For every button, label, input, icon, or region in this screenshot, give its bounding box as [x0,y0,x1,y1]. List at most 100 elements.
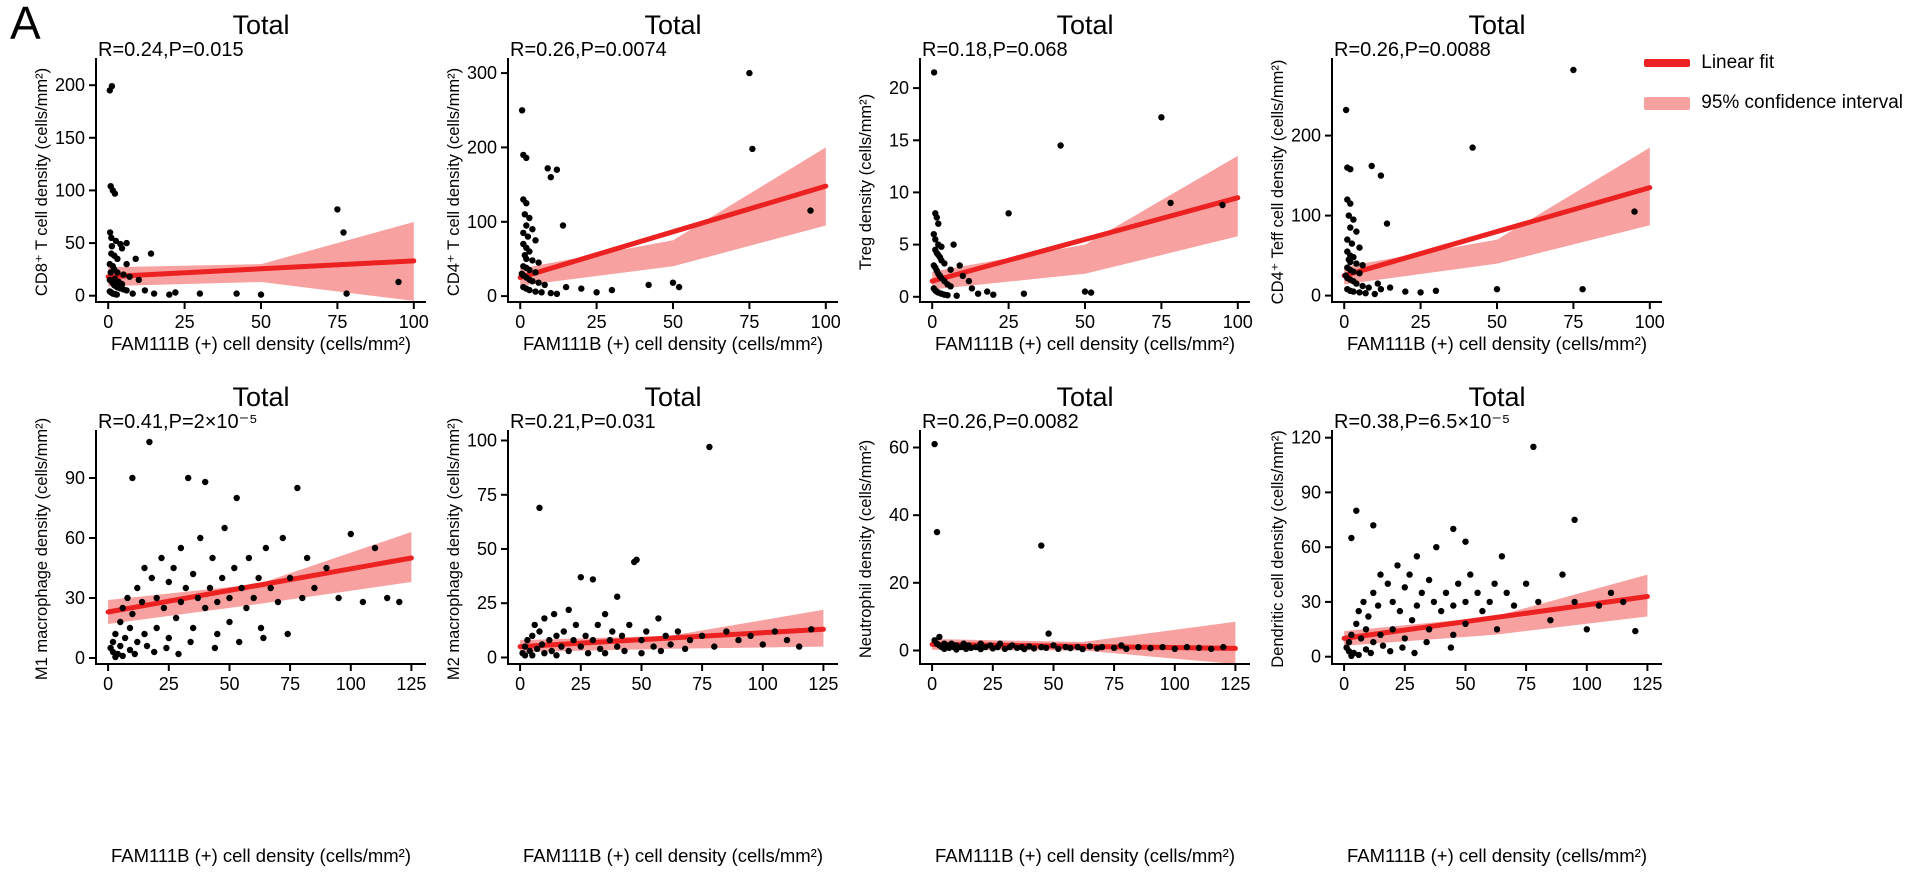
chart-neutrophil: 0 25 50 75 100 125 0 20 40 60 Total R=0.26,P=0.0082… [854,374,1258,874]
chart-row-2: 0 25 50 75 100 125 0 30 60 90 Total R=0.41,P=2×10⁻⁵… [30,374,1670,874]
x-tick-label: 50 [631,674,651,694]
x-tick-label: 125 [396,674,426,694]
x-tick-label: 25 [587,312,607,332]
chart-title: Total [1056,382,1113,412]
x-tick-label: 100 [1223,312,1253,332]
scatter-plot: 0 25 50 75 100 0 50 100 150 200 TotalR=0.24,P=0.01… [33,10,429,354]
y-axis-label: M2 macrophage density (cells/mm²) [445,418,463,680]
x-tick-label: 0 [515,312,525,332]
data-points [1342,66,1638,298]
chart-title: Total [232,10,289,40]
chart-m1-macrophage: 0 25 50 75 100 125 0 30 60 90 Total R=0.41,P=2×10⁻⁵… [30,374,434,874]
y-tick-label: 0 [75,286,85,306]
x-tick-label: 25 [175,312,195,332]
chart-cd8-t-cell: 0 25 50 75 100 0 50 100 150 200 Total R=0.24,P=0.01… [30,2,434,374]
x-tick-label: 75 [1151,312,1171,332]
y-tick-label: 100 [467,431,497,451]
y-tick-label: 75 [477,485,497,505]
y-tick-label: 0 [487,286,497,306]
y-tick-label: 30 [65,588,85,608]
x-tick-label: 25 [1395,674,1415,694]
y-tick-label: 25 [477,593,497,613]
chart-title: Total [1468,10,1525,40]
y-tick-label: 150 [55,128,85,148]
y-tick-label: 100 [467,212,497,232]
x-tick-label: 75 [1104,674,1124,694]
chart-title: Total [1056,10,1113,40]
chart-title: Total [232,382,289,412]
y-axis-label: CD8⁺ T cell density (cells/mm²) [33,68,51,296]
charts-grid: 0 25 50 75 100 0 50 100 150 200 Total R=0.24,P=0.01… [30,2,1670,874]
y-tick-label: 5 [899,235,909,255]
stats-annotation: R=0.26,P=0.0082 [922,411,1079,433]
x-tick-label: 100 [399,312,429,332]
x-tick-label: 0 [927,674,937,694]
y-tick-label: 0 [899,641,909,661]
y-tick-label: 200 [1291,126,1321,146]
y-tick-label: 10 [889,182,909,202]
x-tick-label: 100 [1572,674,1602,694]
x-axis-label: FAM111B (+) cell density (cells/mm²) [111,333,411,354]
x-tick-label: 0 [515,674,525,694]
x-tick-label: 0 [927,312,937,332]
y-tick-label: 200 [55,75,85,95]
x-axis-label: FAM111B (+) cell density (cells/mm²) [935,333,1235,354]
x-tick-label: 125 [1632,674,1662,694]
chart-cd4-teff: 0 25 50 75 100 0 100 200 Total R=0.26,P=0.0088 FAM… [1266,2,1670,374]
x-tick-label: 25 [159,674,179,694]
data-points [931,440,1227,653]
y-axis-label: Treg density (cells/mm²) [857,94,875,270]
x-tick-label: 50 [663,312,683,332]
fit-line [105,258,417,280]
x-tick-label: 100 [1635,312,1665,332]
x-tick-label: 0 [103,312,113,332]
x-tick-label: 75 [1563,312,1583,332]
confidence-band [1344,147,1650,285]
fit-line [105,555,414,615]
stats-annotation: R=0.38,P=6.5×10⁻⁵ [1334,411,1510,433]
data-points [519,443,815,659]
confidence-band [932,621,1236,664]
x-tick-label: 75 [327,312,347,332]
fit-line [517,183,829,280]
x-tick-label: 50 [1455,674,1475,694]
x-tick-label: 0 [1339,674,1349,694]
scatter-plot: 0 25 50 75 100 125 0 20 40 60 TotalR=0.26,P=0.0082… [857,382,1250,866]
y-axis-label: CD4⁺ Teff cell density (cells/mm²) [1269,60,1287,305]
legend: Linear fit 95% confidence interval [1644,52,1903,114]
scatter-plot: 0 25 50 75 100 125 0 30 60 90 TotalR=0.41,P=2×10⁻⁵… [33,382,426,866]
y-axis-label: Dendritic cell density (cells/mm²) [1269,430,1287,667]
confidence-band [108,222,414,301]
chart-m2-macrophage: 0 25 50 75 100 125 0 25 50 75 100 Total R=0.21,P=0.0… [442,374,846,874]
x-tick-label: 50 [1487,312,1507,332]
panel-label: A [10,0,41,49]
x-tick-label: 50 [219,674,239,694]
x-tick-label: 25 [571,674,591,694]
x-tick-label: 50 [1075,312,1095,332]
scatter-plot: 0 25 50 75 100 125 0 25 50 75 100 TotalR=0.21,P=0.0… [445,382,838,866]
x-tick-label: 75 [692,674,712,694]
data-points [930,69,1226,299]
x-tick-label: 0 [1339,312,1349,332]
chart-title: Total [1468,382,1525,412]
x-tick-label: 25 [999,312,1019,332]
x-tick-label: 125 [1220,674,1250,694]
x-tick-label: 75 [739,312,759,332]
x-axis-label: FAM111B (+) cell density (cells/mm²) [1347,333,1647,354]
stats-annotation: R=0.21,P=0.031 [510,411,656,433]
x-axis-label: FAM111B (+) cell density (cells/mm²) [935,845,1235,866]
y-tick-label: 50 [477,539,497,559]
x-tick-label: 75 [1516,674,1536,694]
y-tick-label: 30 [1301,592,1321,612]
x-tick-label: 100 [811,312,841,332]
y-tick-label: 90 [65,468,85,488]
data-points [1343,443,1639,659]
x-axis-label: FAM111B (+) cell density (cells/mm²) [523,333,823,354]
legend-label-confidence-interval: 95% confidence interval [1701,92,1903,113]
y-tick-label: 120 [1291,428,1321,448]
y-tick-label: 20 [889,573,909,593]
x-tick-label: 25 [1411,312,1431,332]
x-tick-label: 100 [748,674,778,694]
y-tick-label: 20 [889,78,909,98]
